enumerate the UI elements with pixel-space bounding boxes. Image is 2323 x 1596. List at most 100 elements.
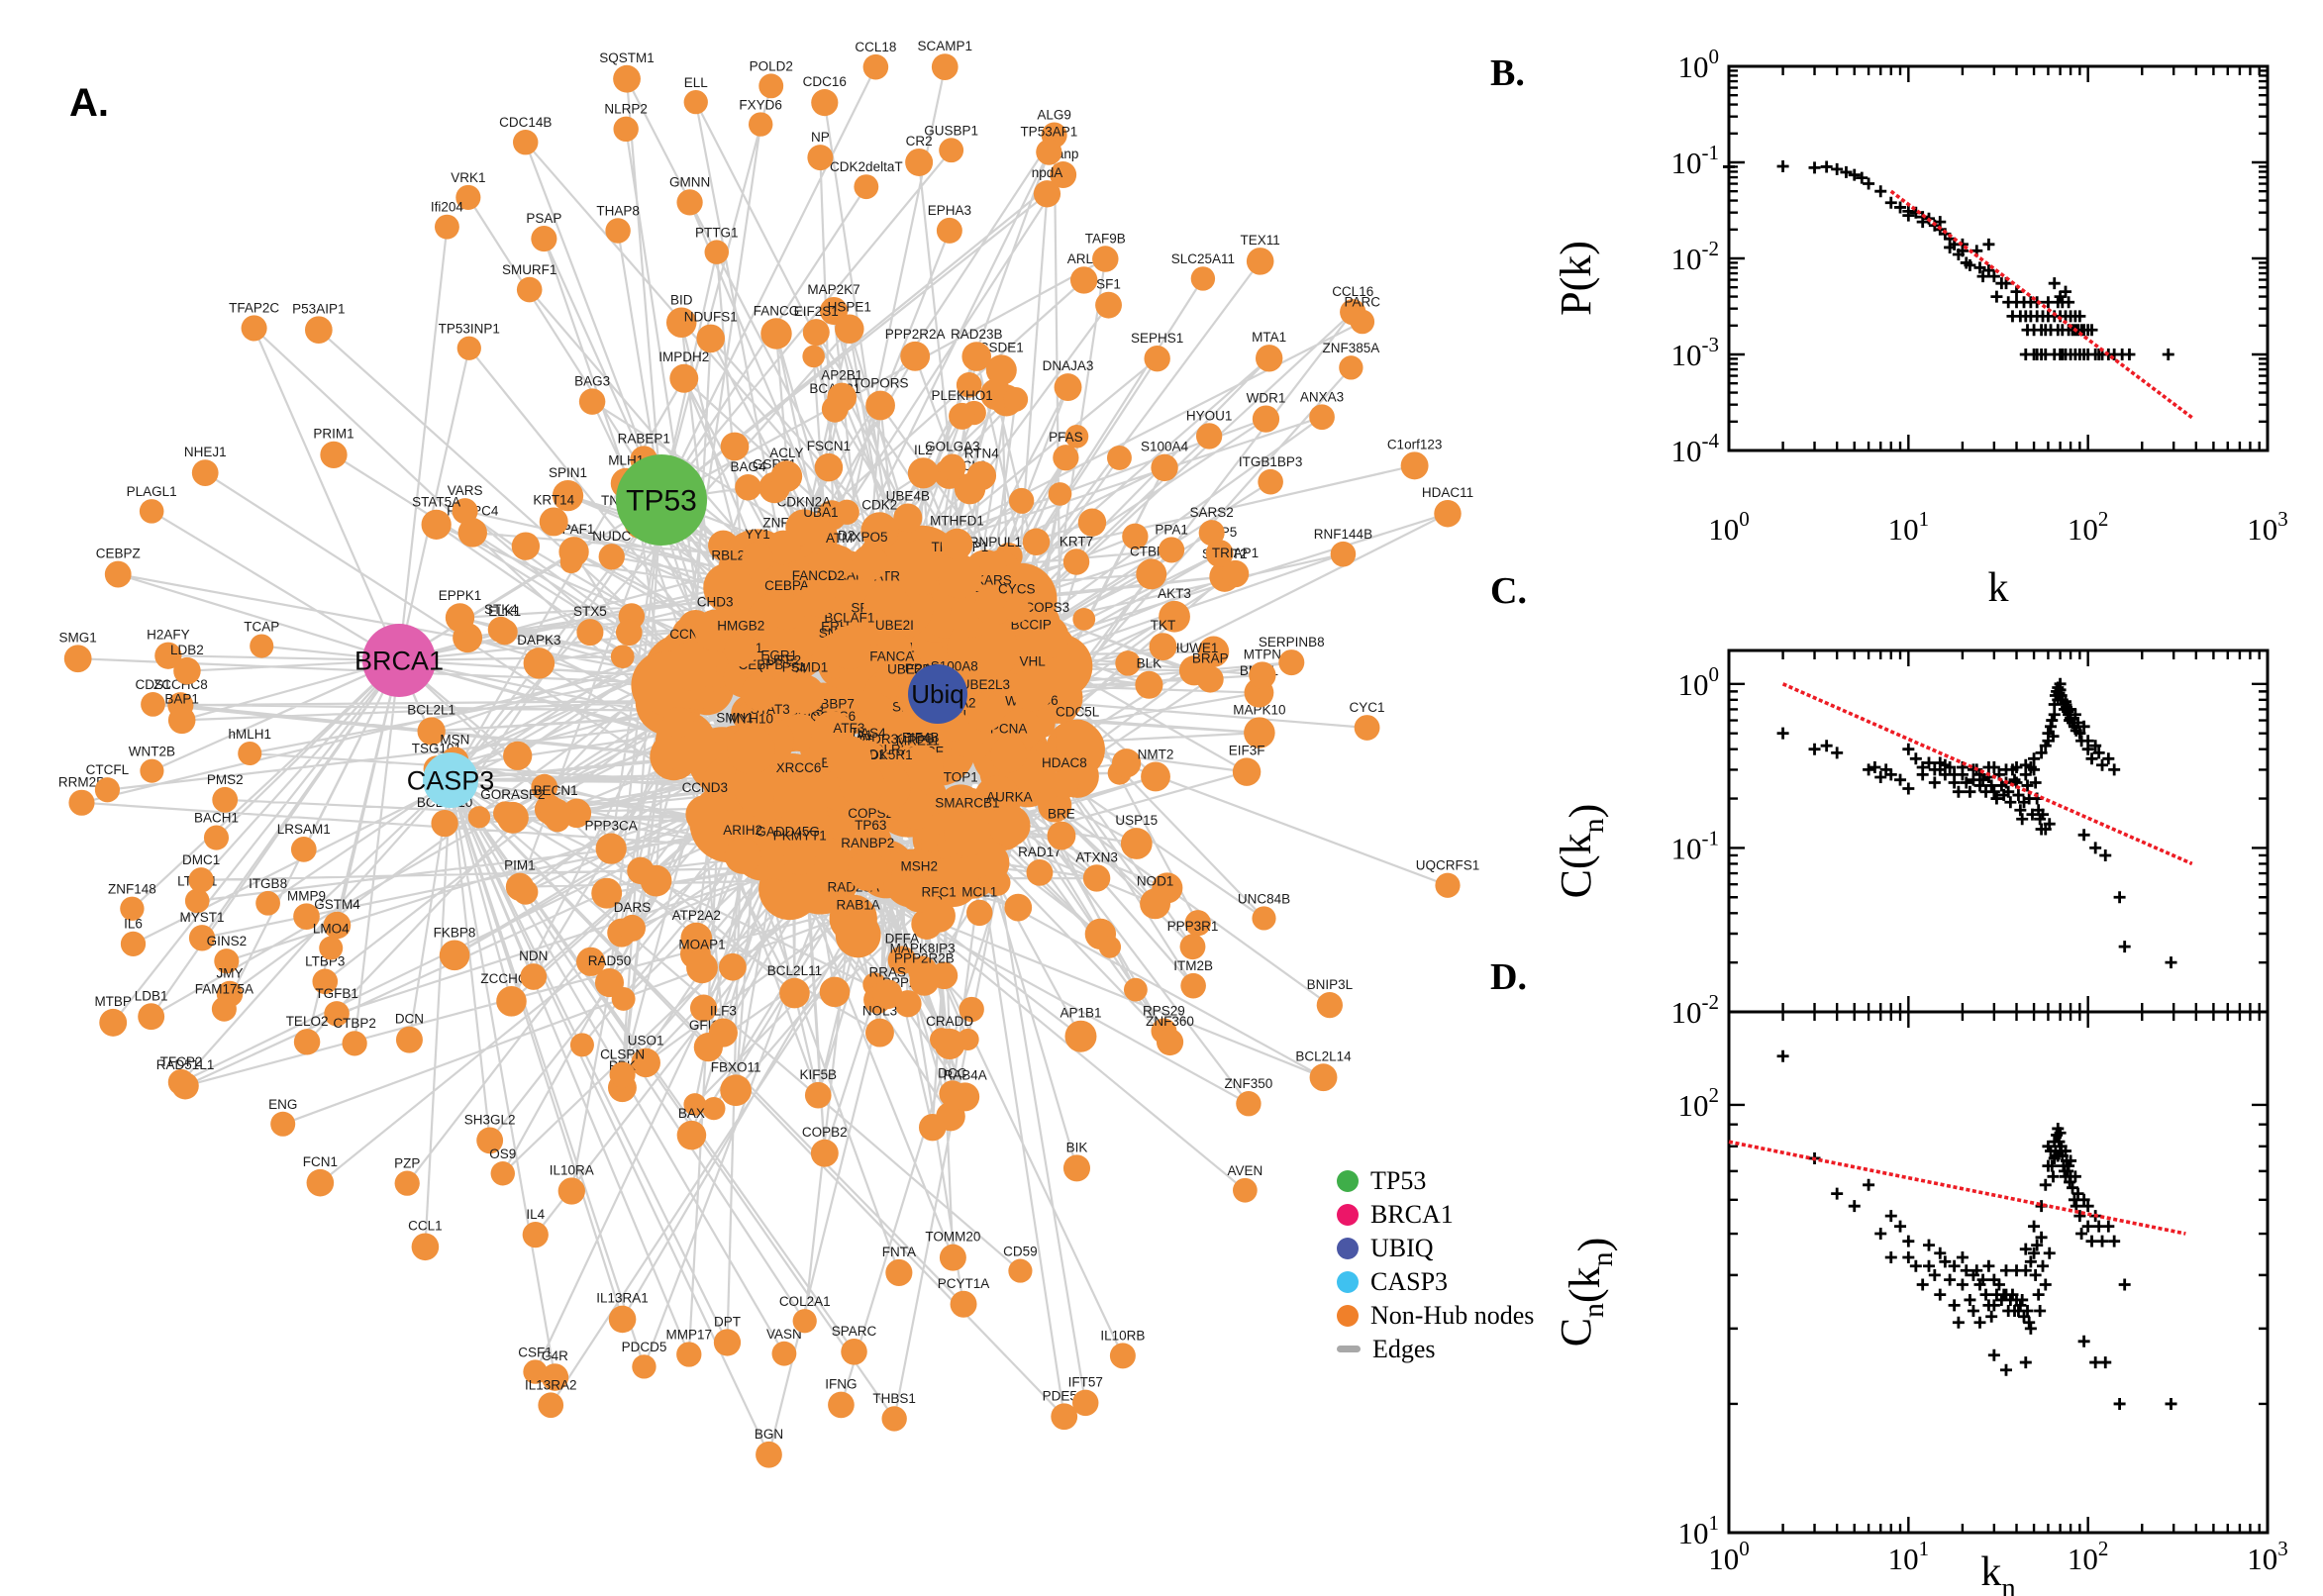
protein-node-label: CSF1 xyxy=(518,1345,553,1359)
protein-node-label: ITGB1BP3 xyxy=(1239,454,1303,469)
protein-node-label: TP53AP1 xyxy=(1020,124,1077,139)
protein-node xyxy=(841,1339,867,1365)
protein-node xyxy=(1232,757,1262,786)
hub-node-casp3 xyxy=(423,752,478,808)
scatter-points xyxy=(1776,677,2177,969)
protein-node-label: TOPORS xyxy=(853,376,909,391)
protein-node xyxy=(1053,445,1079,471)
tick-label: 102 xyxy=(1678,1083,1720,1123)
protein-node-label: P53AIP1 xyxy=(292,301,345,316)
protein-node-label: CDKN2A xyxy=(776,494,831,509)
tick-label: 101 xyxy=(1888,507,1930,547)
protein-node-label: TCAP xyxy=(244,619,279,634)
protein-node xyxy=(1064,1020,1097,1052)
protein-node xyxy=(395,1026,423,1053)
panel-label-c: C. xyxy=(1490,570,1527,612)
protein-node xyxy=(595,833,627,864)
protein-node xyxy=(540,798,571,830)
protein-node-label: MMP9 xyxy=(287,888,326,903)
protein-node-label: TELO2 xyxy=(286,1014,329,1029)
protein-node-label: IMPDH2 xyxy=(658,349,709,364)
protein-node-label: CTBP2 xyxy=(333,1016,376,1031)
protein-node xyxy=(931,53,959,80)
protein-node-label: DARS xyxy=(614,900,652,915)
protein-node-label: ENG xyxy=(268,1097,297,1112)
protein-node xyxy=(270,1111,296,1137)
protein-node xyxy=(173,656,201,685)
protein-node xyxy=(938,554,982,599)
protein-node-label: PIM1 xyxy=(504,858,536,873)
axis-title: Cn(kn) xyxy=(1552,1238,1619,1347)
protein-node-label: CYCS xyxy=(998,582,1036,597)
protein-node xyxy=(1339,355,1364,380)
protein-node xyxy=(1434,500,1462,528)
protein-node xyxy=(974,587,1013,626)
nonhub-node-swatch-icon xyxy=(1337,1304,1359,1327)
protein-node-label: BIK xyxy=(1066,1140,1088,1154)
protein-node xyxy=(1400,451,1429,480)
protein-node xyxy=(828,1391,855,1419)
protein-node xyxy=(531,226,557,252)
protein-node-label: USP15 xyxy=(1115,813,1158,828)
protein-node xyxy=(1198,520,1225,547)
protein-node xyxy=(804,1081,832,1109)
protein-node-label: GMNN xyxy=(669,174,710,189)
protein-node xyxy=(1013,632,1050,668)
protein-node xyxy=(1136,558,1167,590)
protein-node xyxy=(342,1031,367,1056)
protein-node xyxy=(676,1342,702,1367)
protein-node-label: EPPK1 xyxy=(439,588,482,603)
legend-label: Non-Hub nodes xyxy=(1370,1300,1535,1330)
protein-node-label: SPARC xyxy=(832,1324,877,1339)
protein-node-label: BCL2L14 xyxy=(1295,1048,1352,1063)
protein-node-label: UBE4B xyxy=(886,489,930,504)
legend-label: CASP3 xyxy=(1370,1266,1449,1296)
protein-node-label: MAPK10 xyxy=(1233,702,1285,717)
protein-node xyxy=(961,342,992,371)
protein-node-label: FNTA xyxy=(882,1245,916,1259)
legend: TP53 BRCA1 UBIQ CASP3 Non-Hub nodes Edge… xyxy=(1337,1166,1535,1363)
protein-node-label: WDR1 xyxy=(1247,390,1286,405)
protein-node-label: BAG3 xyxy=(574,373,610,388)
protein-node xyxy=(1054,373,1082,402)
protein-node-label: BCLAF1 xyxy=(824,610,874,625)
protein-node xyxy=(680,922,713,954)
protein-node-label: ANXA3 xyxy=(1300,389,1344,404)
protein-node-label: KRT7 xyxy=(1060,534,1093,549)
protein-node-label: VASN xyxy=(766,1327,802,1342)
protein-node-label: S100A4 xyxy=(1141,440,1189,454)
protein-node-label: PIAS4 xyxy=(848,726,886,741)
protein-node-label: hMLH1 xyxy=(228,727,271,742)
protein-node-label: BLK xyxy=(1137,656,1162,671)
protein-node-label: VARS xyxy=(448,483,483,498)
protein-node-label: IFNG xyxy=(825,1377,857,1392)
axis-title: P(k) xyxy=(1552,241,1600,316)
protein-node xyxy=(1120,828,1153,859)
protein-node xyxy=(1062,549,1090,575)
hub-node-label: BRCA1 xyxy=(354,646,444,675)
protein-node xyxy=(704,240,730,264)
protein-node-label: UBE2I xyxy=(875,618,914,633)
protein-node-label: DPT xyxy=(714,1314,741,1329)
protein-node xyxy=(421,509,452,540)
protein-node-label: GUSBP1 xyxy=(924,123,978,138)
protein-node xyxy=(1221,559,1250,588)
protein-node xyxy=(822,546,857,579)
legend-item-edges: Edges xyxy=(1337,1335,1534,1363)
protein-node-label: PTTG1 xyxy=(695,225,739,240)
protein-node xyxy=(523,648,556,679)
protein-node xyxy=(120,896,145,921)
protein-node-label: JMY xyxy=(217,966,244,981)
protein-node xyxy=(667,642,717,691)
protein-node xyxy=(290,837,317,862)
protein-node-label: EIF4B xyxy=(902,731,940,746)
protein-node xyxy=(835,912,881,958)
protein-node xyxy=(1316,992,1343,1019)
protein-node-label: RRM2B xyxy=(58,775,105,790)
protein-node-label: BNIP3L xyxy=(1307,977,1354,992)
protein-node xyxy=(807,145,834,171)
protein-node xyxy=(455,184,481,211)
protein-node xyxy=(767,593,806,631)
protein-node-label: LDB2 xyxy=(170,643,204,657)
